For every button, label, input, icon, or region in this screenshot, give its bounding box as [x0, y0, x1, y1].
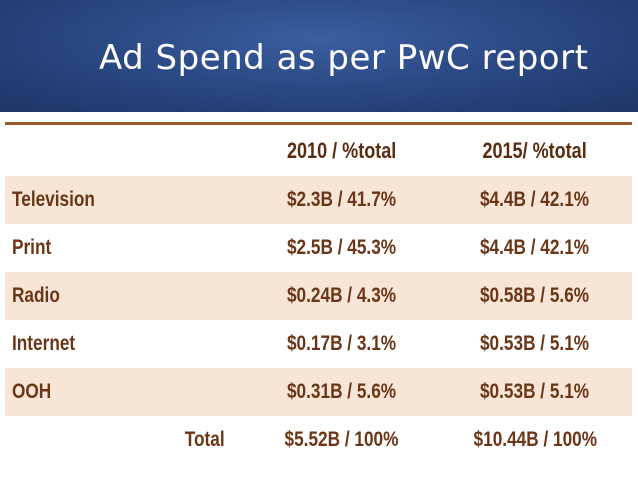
total-row: Total $5.52B / 100% $10.44B / 100% [5, 416, 632, 464]
cell-2015: $4.4B / 42.1% [438, 224, 632, 272]
cell-2015: $0.58B / 5.6% [438, 272, 632, 320]
title-banner: Ad Spend as per PwC report [0, 0, 638, 112]
row-label-text: Radio [12, 284, 60, 307]
cell-2015-text: $4.4B / 42.1% [480, 236, 590, 259]
table-row: Internet $0.17B / 3.1% $0.53B / 5.1% [5, 320, 632, 368]
cell-2010-text: $0.17B / 3.1% [286, 332, 396, 355]
row-label-text: Television [12, 188, 95, 211]
row-label: Internet [5, 320, 245, 368]
cell-2010: $2.5B / 45.3% [245, 224, 438, 272]
cell-2010: $0.17B / 3.1% [245, 320, 438, 368]
row-label-text: Print [12, 236, 52, 259]
row-label-text: Internet [12, 332, 76, 355]
cell-2015-text: $0.58B / 5.6% [480, 284, 590, 307]
ad-spend-table-frame: 2010 / %total 2015/ %total Television $2… [5, 122, 632, 464]
header-2010: 2010 / %total [245, 125, 438, 176]
cell-2010-text: $2.3B / 41.7% [286, 188, 396, 211]
header-category [5, 125, 245, 176]
cell-2010-text: $0.31B / 5.6% [286, 380, 396, 403]
cell-2015: $4.4B / 42.1% [438, 176, 632, 224]
cell-2010: $0.31B / 5.6% [245, 368, 438, 416]
total-2010-text: $5.52B / 100% [284, 428, 399, 451]
cell-2015-text: $4.4B / 42.1% [480, 188, 590, 211]
header-2015: 2015/ %total [438, 125, 632, 176]
row-label: Radio [5, 272, 245, 320]
total-2015-text: $10.44B / 100% [473, 428, 597, 451]
total-2010: $5.52B / 100% [245, 416, 438, 464]
slide-title: Ad Spend as per PwC report [99, 38, 589, 78]
table-row: Television $2.3B / 41.7% $4.4B / 42.1% [5, 176, 632, 224]
table-row: Radio $0.24B / 4.3% $0.58B / 5.6% [5, 272, 632, 320]
row-label: Print [5, 224, 245, 272]
cell-2015: $0.53B / 5.1% [438, 320, 632, 368]
row-label-text: OOH [12, 380, 52, 403]
cell-2010-text: $2.5B / 45.3% [286, 236, 396, 259]
cell-2010: $2.3B / 41.7% [245, 176, 438, 224]
table-row: Print $2.5B / 45.3% $4.4B / 42.1% [5, 224, 632, 272]
cell-2010-text: $0.24B / 4.3% [286, 284, 396, 307]
header-2015-text: 2015/ %total [482, 137, 587, 163]
cell-2015: $0.53B / 5.1% [438, 368, 632, 416]
ad-spend-table: 2010 / %total 2015/ %total Television $2… [5, 125, 632, 464]
cell-2015-text: $0.53B / 5.1% [480, 380, 590, 403]
total-label: Total [5, 416, 245, 464]
table-row: OOH $0.31B / 5.6% $0.53B / 5.1% [5, 368, 632, 416]
total-label-text: Total [184, 428, 225, 451]
cell-2015-text: $0.53B / 5.1% [480, 332, 590, 355]
row-label: Television [5, 176, 245, 224]
header-2010-text: 2010 / %total [286, 137, 396, 163]
row-label: OOH [5, 368, 245, 416]
table-header-row: 2010 / %total 2015/ %total [5, 125, 632, 176]
total-2015: $10.44B / 100% [438, 416, 632, 464]
cell-2010: $0.24B / 4.3% [245, 272, 438, 320]
